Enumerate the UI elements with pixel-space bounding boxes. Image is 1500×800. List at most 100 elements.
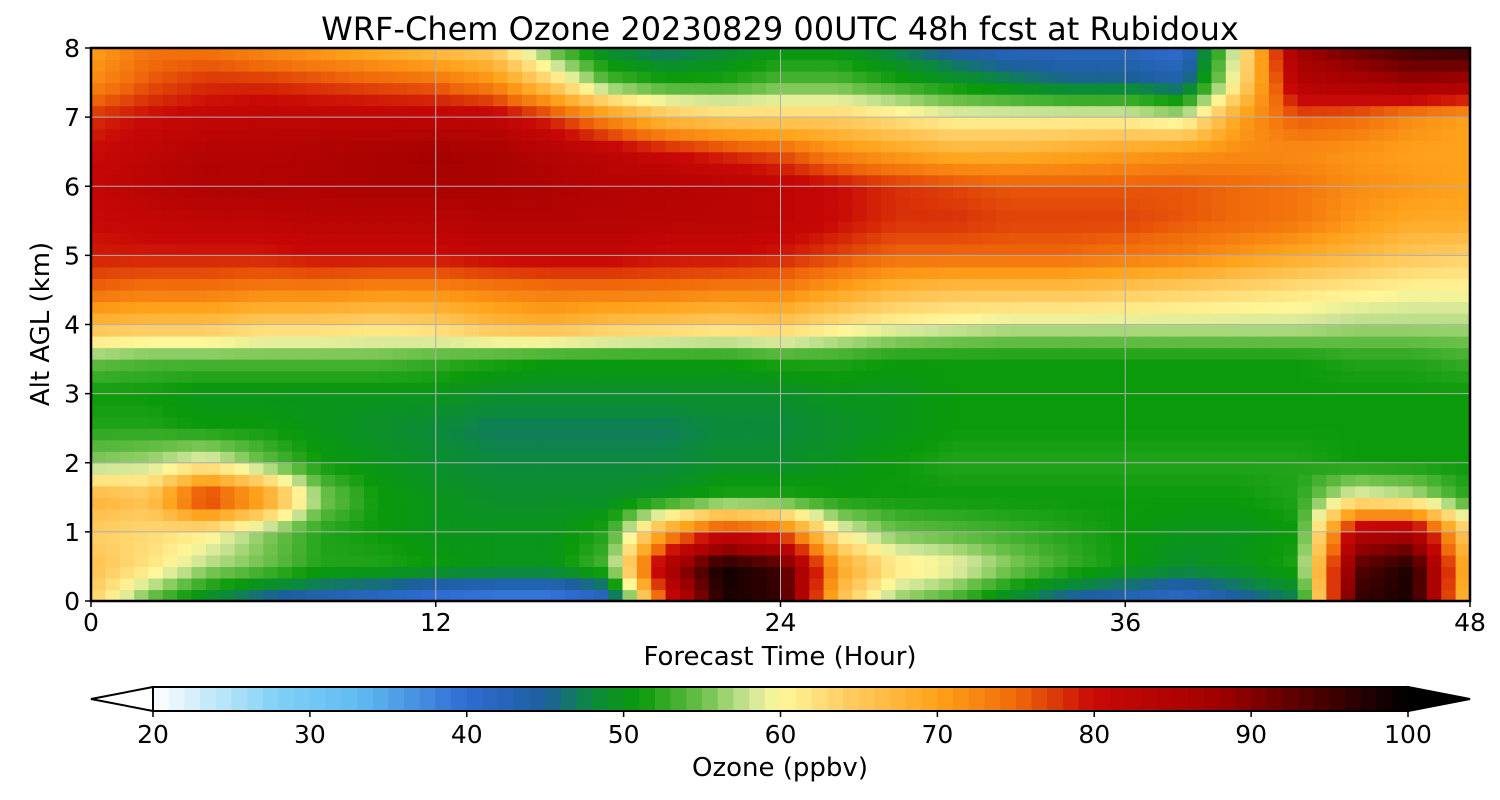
heatmap-cell — [421, 151, 437, 164]
heatmap-cell — [1110, 336, 1126, 349]
heatmap-cell — [134, 347, 150, 360]
heatmap-cell — [766, 174, 782, 187]
heatmap-cell — [507, 301, 523, 314]
heatmap-cell — [1254, 243, 1270, 256]
heatmap-cell — [1268, 393, 1284, 406]
heatmap-cell — [1225, 197, 1241, 210]
heatmap-cell — [263, 428, 279, 441]
heatmap-cell — [1225, 382, 1241, 395]
heatmap-cell — [1398, 485, 1414, 498]
heatmap-cell — [1211, 554, 1227, 568]
heatmap-cell — [1039, 140, 1055, 153]
heatmap-cell — [119, 370, 135, 383]
heatmap-cell — [1010, 520, 1026, 533]
heatmap-cell — [177, 451, 193, 464]
heatmap-cell — [1067, 243, 1083, 256]
heatmap-cell — [507, 428, 523, 441]
heatmap-cell — [119, 336, 135, 349]
heatmap-cell — [1010, 382, 1026, 395]
heatmap-cell — [249, 174, 264, 187]
heatmap-cell — [536, 278, 552, 291]
heatmap-cell — [837, 301, 853, 314]
heatmap-cell — [234, 520, 250, 533]
heatmap-cell — [809, 508, 825, 521]
heatmap-cell — [507, 197, 523, 210]
heatmap-cell — [1110, 370, 1126, 383]
heatmap-cell — [407, 416, 422, 429]
heatmap-cell — [622, 243, 638, 256]
heatmap-cell — [1168, 289, 1184, 303]
heatmap-cell — [766, 382, 782, 395]
heatmap-cell — [1139, 289, 1155, 303]
heatmap-cell — [622, 151, 638, 164]
heatmap-cell — [895, 59, 911, 72]
heatmap-cell — [794, 186, 810, 199]
heatmap-cell — [550, 48, 566, 61]
heatmap-cell — [952, 474, 968, 487]
heatmap-cell — [1412, 220, 1428, 233]
heatmap-cell — [952, 520, 968, 533]
heatmap-cell — [421, 140, 437, 153]
heatmap-cell — [363, 151, 379, 164]
heatmap-cell — [1096, 197, 1112, 210]
heatmap-cell — [421, 312, 437, 326]
colorbar-segment — [1235, 687, 1252, 711]
heatmap-cell — [1412, 497, 1428, 510]
heatmap-cell — [1225, 94, 1241, 107]
heatmap-cell — [105, 393, 121, 406]
heatmap-cell — [909, 474, 925, 487]
heatmap-cell — [909, 416, 925, 429]
heatmap-cell — [679, 520, 695, 533]
heatmap-cell — [1168, 485, 1184, 498]
heatmap-cell — [1455, 220, 1470, 233]
colorbar-segment — [294, 687, 311, 711]
heatmap-cell — [1110, 278, 1126, 291]
heatmap-cell — [809, 589, 825, 601]
heatmap-cell — [1096, 278, 1112, 291]
heatmap-cell — [1225, 105, 1241, 118]
heatmap-cell — [1398, 174, 1414, 187]
heatmap-cell — [751, 266, 767, 280]
heatmap-cell — [751, 393, 767, 406]
heatmap-cell — [1311, 301, 1327, 314]
heatmap-cell — [1268, 566, 1284, 579]
heatmap-cell — [1197, 416, 1213, 429]
heatmap-cell — [1398, 59, 1414, 72]
colorbar-segment — [811, 687, 829, 711]
heatmap-cell — [435, 589, 451, 601]
heatmap-cell — [1412, 151, 1428, 164]
heatmap-cell — [823, 428, 839, 441]
heatmap-cell — [435, 462, 451, 475]
heatmap-cell — [665, 232, 681, 245]
heatmap-cell — [292, 255, 308, 268]
heatmap-cell — [924, 312, 940, 326]
heatmap-cell — [349, 197, 365, 210]
heatmap-cell — [191, 416, 207, 429]
heatmap-cell — [895, 336, 911, 349]
heatmap-cell — [723, 382, 738, 395]
heatmap-cell — [967, 520, 983, 533]
heatmap-cell — [1168, 589, 1184, 601]
heatmap-cell — [550, 151, 566, 164]
heatmap-cell — [651, 324, 667, 337]
heatmap-cell — [407, 232, 422, 245]
heatmap-cell — [766, 393, 782, 406]
heatmap-cell — [1369, 266, 1385, 280]
heatmap-cell — [1340, 278, 1356, 291]
heatmap-cell — [636, 370, 652, 383]
heatmap-cell — [1153, 520, 1169, 533]
heatmap-cell — [119, 94, 135, 107]
heatmap-cell — [1053, 497, 1069, 510]
heatmap-cell — [292, 347, 308, 360]
heatmap-cell — [1283, 255, 1299, 268]
heatmap-cell — [363, 289, 379, 303]
heatmap-cell — [306, 220, 322, 233]
heatmap-cell — [924, 278, 940, 291]
heatmap-cell — [766, 220, 782, 233]
heatmap-cell — [1010, 416, 1026, 429]
heatmap-cell — [1398, 289, 1414, 303]
heatmap-cell — [450, 554, 466, 568]
heatmap-cell — [909, 359, 925, 372]
heatmap-cell — [148, 209, 164, 222]
heatmap-cell — [1197, 48, 1213, 61]
